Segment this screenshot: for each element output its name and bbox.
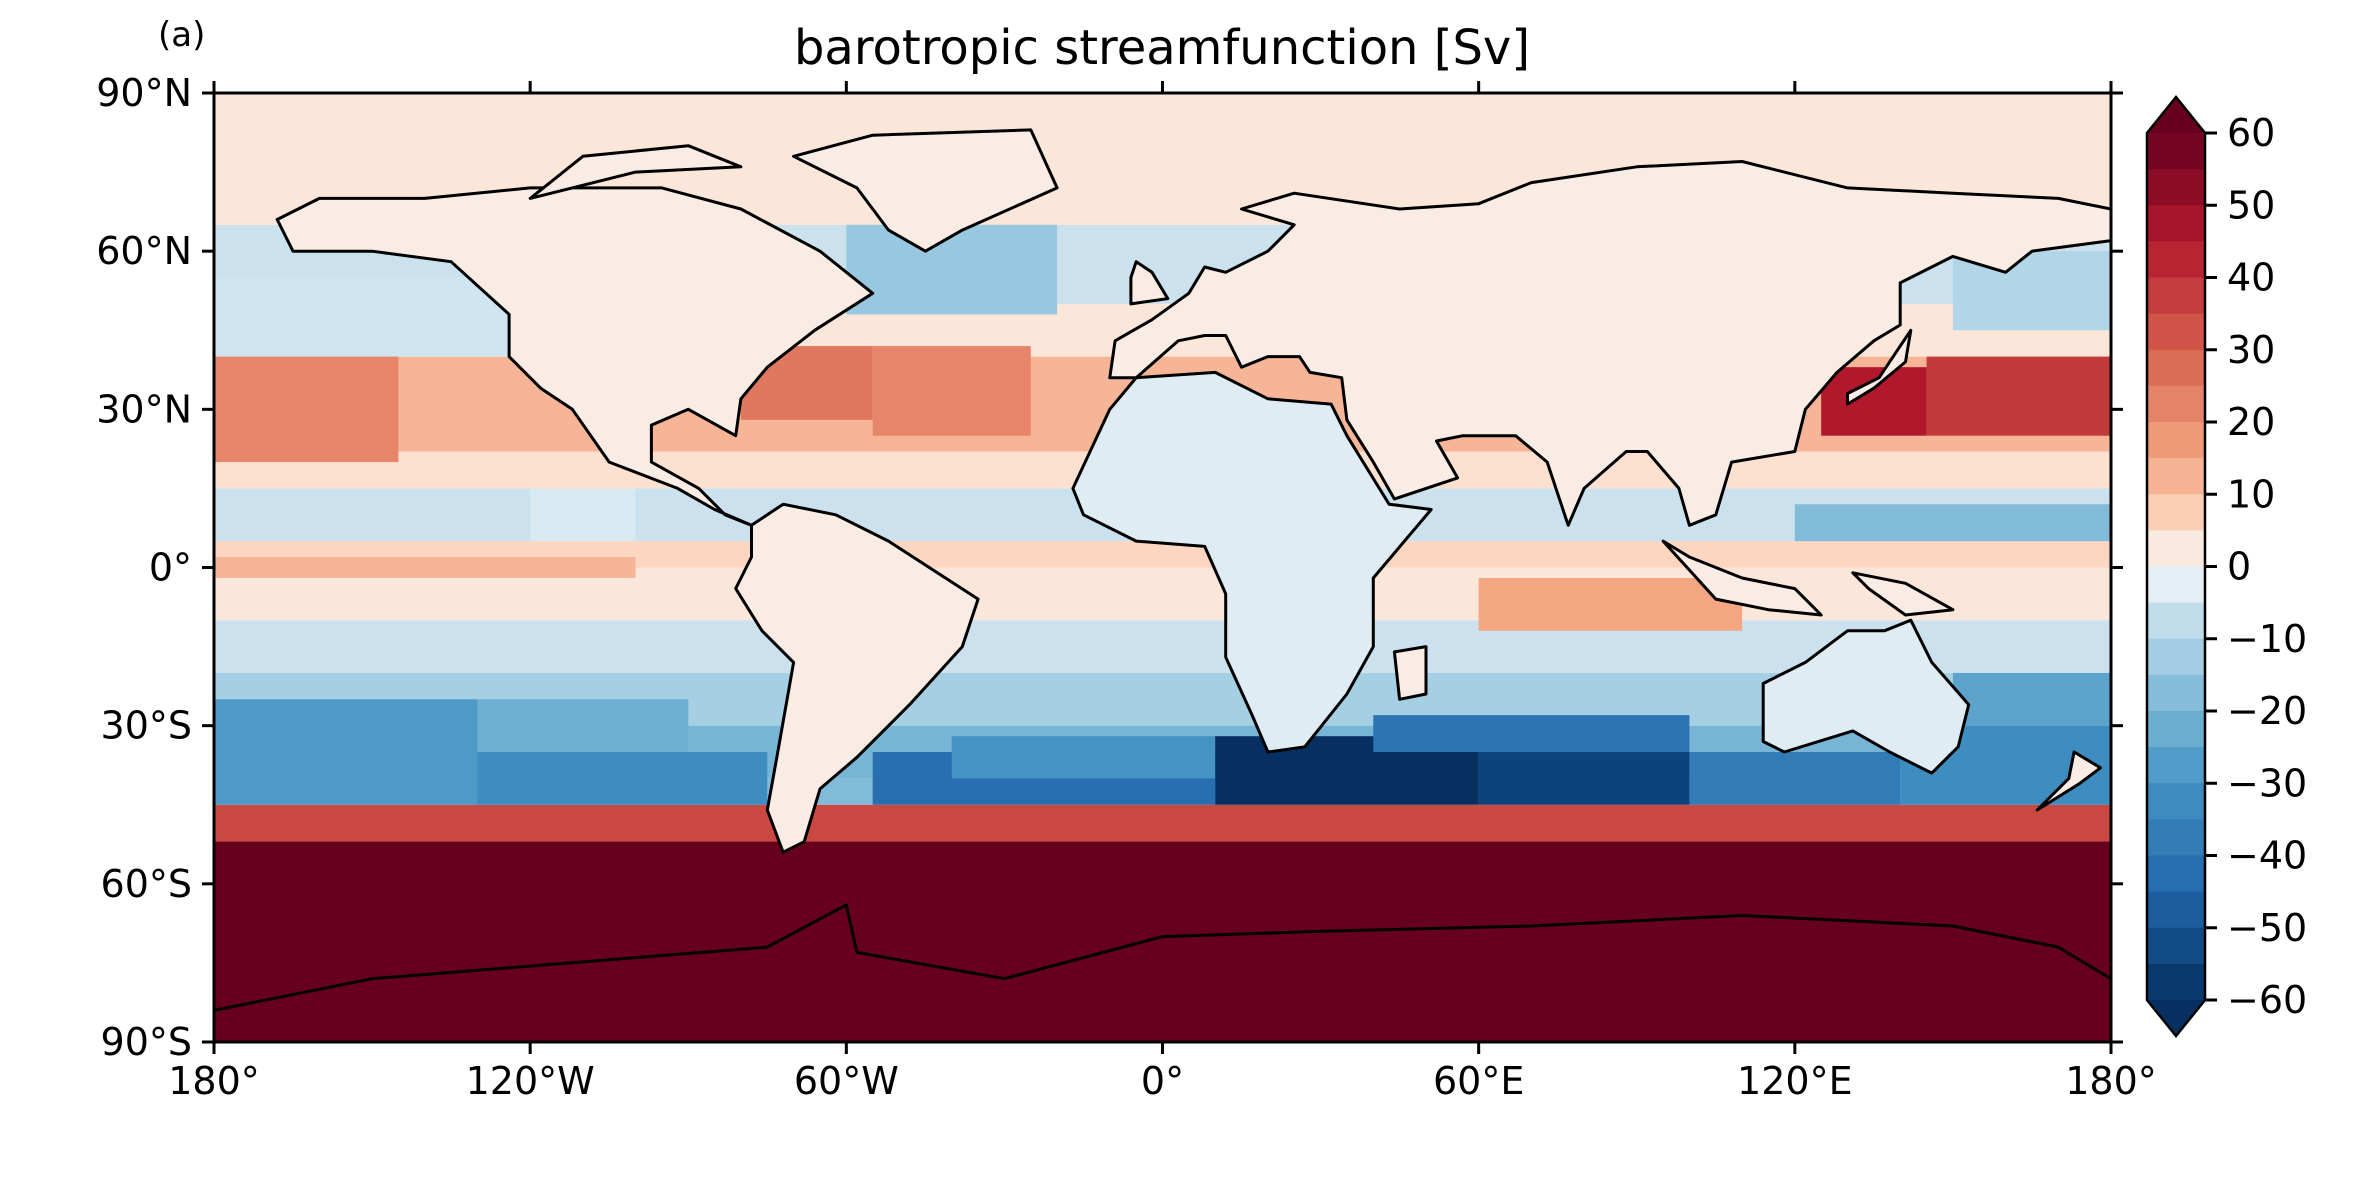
field-region xyxy=(1926,356,2111,436)
y-tick-label: 0° xyxy=(149,546,192,590)
x-tick-label: 120°W xyxy=(466,1059,595,1103)
colorbar-level xyxy=(2147,349,2205,387)
x-tick-label: 0° xyxy=(1141,1059,1184,1103)
continent-madagascar xyxy=(1392,645,1428,701)
field-region xyxy=(477,699,689,753)
field-region xyxy=(530,488,636,542)
x-tick-label: 60°E xyxy=(1433,1059,1524,1103)
field-region xyxy=(951,736,1216,779)
field-region xyxy=(214,556,636,579)
y-tick-label: 90°S xyxy=(101,1020,192,1064)
field-region xyxy=(1821,367,1927,436)
continent-africa xyxy=(1071,370,1433,754)
x-tick-label: 180° xyxy=(2065,1059,2157,1103)
colorbar-tick-label: 0 xyxy=(2227,545,2251,589)
colorbar-tick-label: −10 xyxy=(2227,617,2307,661)
colorbar-level xyxy=(2147,205,2205,242)
colorbar-tick-label: −30 xyxy=(2227,761,2307,805)
field-region xyxy=(1794,504,2111,542)
colorbar-level xyxy=(2147,855,2205,893)
continent-north-america xyxy=(275,186,875,527)
x-tick-label: 60°W xyxy=(794,1059,899,1103)
colorbar-level xyxy=(2147,530,2205,567)
continent-eurasia xyxy=(1108,160,2111,527)
x-tick-label: 120°E xyxy=(1737,1059,1853,1103)
colorbar-tick-label: 30 xyxy=(2227,328,2275,372)
colorbar-level xyxy=(2147,566,2205,604)
field-region xyxy=(1689,752,1901,805)
colorbar-level xyxy=(2147,602,2205,640)
colorbar-tick-label: −20 xyxy=(2227,689,2307,733)
colorbar-tick-label: 50 xyxy=(2227,183,2275,227)
y-tick-label: 60°S xyxy=(101,862,192,906)
colorbar-level xyxy=(2147,422,2205,459)
panel-label: (a) xyxy=(158,15,205,55)
colorbar-level xyxy=(2147,638,2205,676)
field-region xyxy=(1478,752,1690,805)
field-region xyxy=(1952,672,2111,726)
colorbar-level xyxy=(2147,169,2205,206)
colorbar-tick-label: −40 xyxy=(2227,834,2307,878)
colorbar-level xyxy=(2147,819,2205,856)
field-region xyxy=(214,699,478,805)
colorbar-tick-label: 40 xyxy=(2227,256,2275,300)
field-region xyxy=(214,346,399,463)
colorbar-level xyxy=(2147,711,2205,748)
field-region xyxy=(1373,715,1690,753)
chart-title: barotropic streamfunction [Sv] xyxy=(794,20,1530,76)
x-tick-label: 180° xyxy=(168,1059,260,1103)
colorbar-level xyxy=(2147,963,2205,1001)
coastlines xyxy=(214,128,2111,1042)
continent-antarctica xyxy=(214,903,2111,1042)
colorbar-tick-label: −50 xyxy=(2227,906,2307,950)
y-tick-label: 30°S xyxy=(101,704,192,748)
continent-australia xyxy=(1761,618,1971,775)
colorbar-tick-label: 10 xyxy=(2227,472,2275,516)
y-tick-label: 90°N xyxy=(96,71,192,115)
y-tick-label: 30°N xyxy=(96,387,192,431)
colorbar-level xyxy=(2147,241,2205,278)
colorbar-tick-label: 20 xyxy=(2227,400,2275,444)
field-region xyxy=(846,224,1058,315)
colorbar-extend-min xyxy=(2147,1000,2205,1036)
colorbar-level xyxy=(2147,313,2205,351)
continent-indonesia xyxy=(1661,539,1823,617)
continent-new-guinea xyxy=(1851,571,1955,617)
colorbar-level xyxy=(2147,494,2205,531)
continent-japan xyxy=(1846,328,1913,406)
colorbar-tick-label: 60 xyxy=(2227,111,2275,155)
field-acc-edge xyxy=(214,820,2111,842)
map-area xyxy=(214,93,2111,1042)
y-tick-label: 60°N xyxy=(96,229,192,273)
continent-south-america xyxy=(734,502,980,854)
colorbar: 60 50 40 30 20 10 0 −10 −20 −30 −40 −50 −60 xyxy=(2145,95,2307,1038)
colorbar-tick-label: −60 xyxy=(2227,978,2307,1022)
colorbar-level xyxy=(2147,458,2205,495)
colorbar-level xyxy=(2147,927,2205,965)
colorbar-level xyxy=(2147,385,2205,423)
continent-new-zealand xyxy=(2035,750,2102,812)
colorbar-level xyxy=(2147,277,2205,315)
colorbar-level xyxy=(2147,891,2205,929)
colorbar-level xyxy=(2147,747,2205,784)
field-region xyxy=(477,752,768,805)
field-region xyxy=(1478,578,1743,631)
continent-greenland xyxy=(792,128,1059,253)
colorbar-extend-max xyxy=(2147,97,2205,133)
continent-arctic-islands xyxy=(528,144,743,200)
colorbar-level xyxy=(2147,133,2205,170)
continent-uk xyxy=(1129,260,1170,306)
colorbar-level xyxy=(2147,674,2205,712)
field-region xyxy=(214,277,531,357)
colorbar-level xyxy=(2147,783,2205,820)
field-region xyxy=(872,346,1031,436)
x-axis: 180° 120°W 60°W 0° 60°E 120°E 180° xyxy=(168,81,2157,1103)
y-axis: 90°N 60°N 30°N 0° 30°S 60°S 90°S xyxy=(96,71,2123,1064)
field-band xyxy=(214,620,2111,673)
